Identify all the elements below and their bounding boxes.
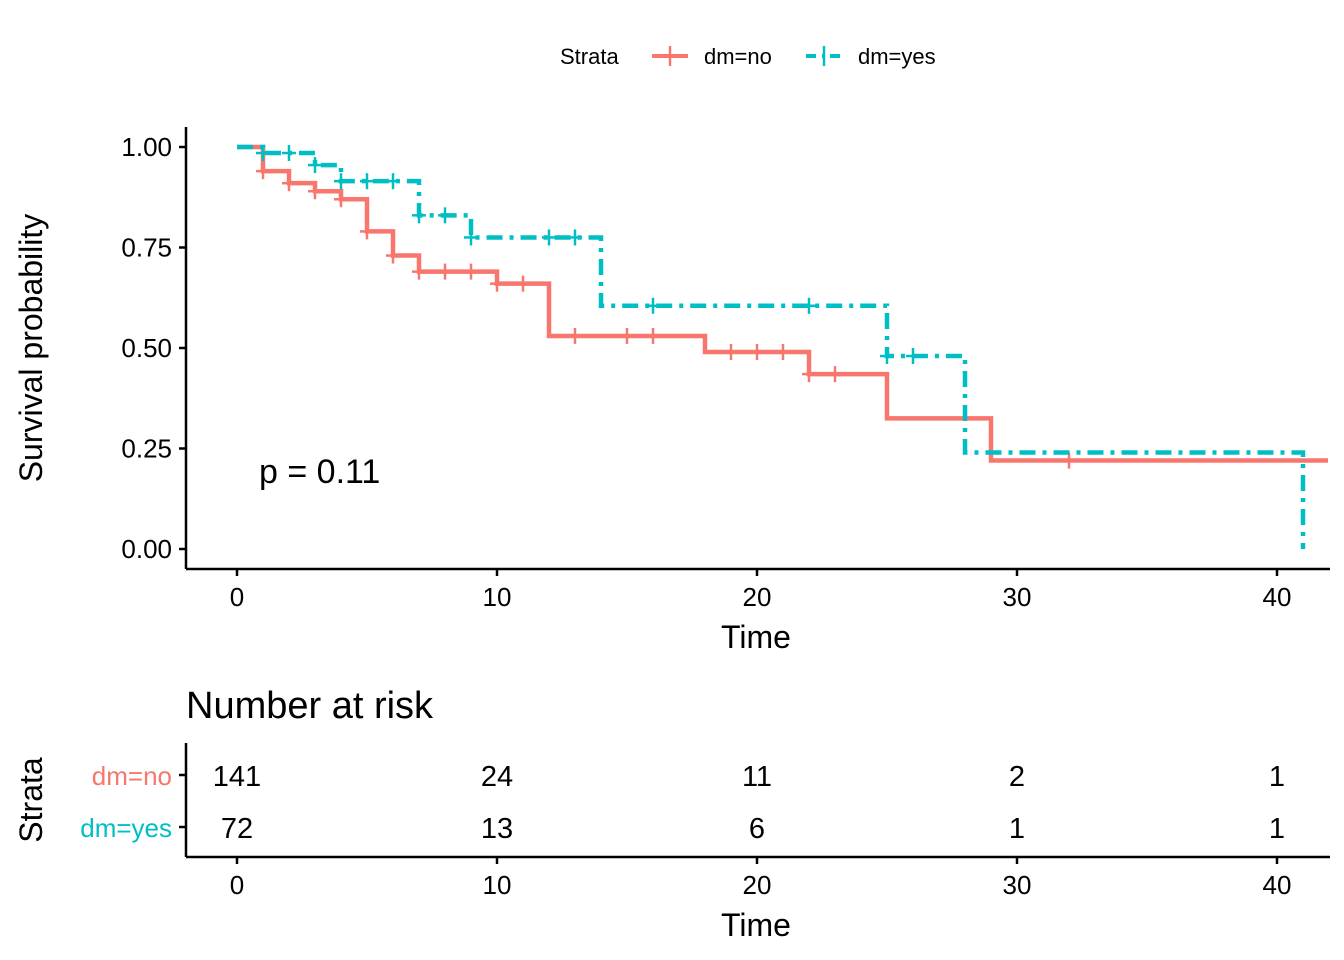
censor-mark-dm-yes bbox=[880, 348, 894, 365]
risk-table: Number at risk dm=no 141 24 11 2 1dm=yes 72 13 6… bbox=[13, 685, 1330, 943]
risk-count: 6 bbox=[749, 813, 765, 845]
risk-count: 1 bbox=[1269, 813, 1285, 845]
km-axis-ticks: 0.00 0.25 0.50 0.75 1.00 0 10 20 30 40 bbox=[121, 132, 1291, 612]
y-tick-label: 0.00 bbox=[121, 534, 172, 564]
censor-mark-dm-no bbox=[1062, 452, 1076, 469]
censor-mark-dm-yes bbox=[464, 229, 478, 246]
risk-x-tick-label: 0 bbox=[230, 870, 244, 900]
p-value-annotation: p = 0.11 bbox=[259, 453, 380, 491]
y-axis-title: Survival probability bbox=[13, 214, 49, 483]
censor-mark-dm-no bbox=[464, 263, 478, 280]
risk-count: 141 bbox=[213, 761, 261, 793]
risk-count: 1 bbox=[1269, 761, 1285, 793]
censor-mark-dm-no bbox=[412, 263, 426, 280]
censor-mark-dm-no bbox=[724, 344, 738, 361]
risk-row-label-dm-yes: dm=yes bbox=[80, 813, 172, 843]
x-tick-label: 40 bbox=[1263, 582, 1292, 612]
risk-table-cells: dm=no 141 24 11 2 1dm=yes 72 13 6 1 10 10 20 30 40 bbox=[80, 761, 1291, 900]
censor-mark-dm-yes bbox=[360, 173, 374, 190]
x-tick-label: 0 bbox=[230, 582, 244, 612]
survival-curve-dm-no bbox=[237, 144, 1328, 463]
risk-count: 72 bbox=[221, 813, 253, 845]
legend-key-dm-yes bbox=[806, 46, 842, 66]
censor-mark-dm-no bbox=[282, 175, 296, 192]
y-tick-label: 0.25 bbox=[121, 434, 172, 464]
censor-mark-dm-yes bbox=[438, 207, 452, 224]
y-tick-label: 0.50 bbox=[121, 333, 172, 363]
risk-x-tick-label: 10 bbox=[483, 870, 512, 900]
legend-label-dm-no: dm=no bbox=[704, 44, 772, 69]
censor-mark-dm-yes bbox=[646, 297, 660, 314]
legend-title: Strata bbox=[560, 44, 619, 69]
y-tick-label: 1.00 bbox=[121, 132, 172, 162]
censor-mark-dm-yes bbox=[334, 173, 348, 190]
censor-mark-dm-no bbox=[308, 183, 322, 200]
censor-mark-dm-no bbox=[750, 344, 764, 361]
y-tick-label: 0.75 bbox=[121, 233, 172, 263]
km-series-group bbox=[237, 144, 1328, 549]
censor-mark-dm-yes bbox=[802, 297, 816, 314]
risk-x-tick-label: 40 bbox=[1263, 870, 1292, 900]
censor-mark-dm-no bbox=[438, 263, 452, 280]
x-tick-label: 30 bbox=[1003, 582, 1032, 612]
censor-mark-dm-yes bbox=[282, 145, 296, 162]
risk-x-axis-title: Time bbox=[721, 907, 791, 943]
risk-count: 11 bbox=[742, 761, 772, 793]
legend-label-dm-yes: dm=yes bbox=[858, 44, 936, 69]
risk-table-title: Number at risk bbox=[186, 685, 434, 727]
censor-mark-dm-no bbox=[334, 191, 348, 208]
risk-count: 1 bbox=[1009, 813, 1025, 845]
censor-mark-dm-no bbox=[360, 223, 374, 240]
censor-mark-dm-yes bbox=[256, 145, 270, 162]
censor-mark-dm-no bbox=[828, 366, 842, 383]
risk-count: 13 bbox=[481, 813, 513, 845]
risk-row-label-dm-no: dm=no bbox=[92, 761, 172, 791]
censor-mark-dm-no bbox=[568, 327, 582, 344]
risk-x-tick-label: 20 bbox=[743, 870, 772, 900]
risk-y-axis-title: Strata bbox=[13, 757, 49, 843]
censor-mark-dm-no bbox=[776, 344, 790, 361]
censor-mark-dm-yes bbox=[568, 229, 582, 246]
legend: Strata dm=no dm=yes bbox=[560, 44, 936, 69]
censor-mark-dm-no bbox=[620, 327, 634, 344]
censor-mark-dm-no bbox=[386, 247, 400, 264]
risk-count: 24 bbox=[481, 761, 513, 793]
x-tick-label: 10 bbox=[483, 582, 512, 612]
legend-key-dm-no bbox=[652, 46, 688, 66]
censor-mark-dm-no bbox=[516, 275, 530, 292]
censor-mark-dm-no bbox=[490, 275, 504, 292]
risk-x-tick-label: 30 bbox=[1003, 870, 1032, 900]
censor-mark-dm-no bbox=[256, 163, 270, 180]
risk-count: 2 bbox=[1009, 761, 1025, 793]
censor-mark-dm-yes bbox=[906, 348, 920, 365]
censor-mark-dm-yes bbox=[386, 173, 400, 190]
censor-mark-dm-yes bbox=[412, 207, 426, 224]
censor-mark-dm-yes bbox=[542, 229, 556, 246]
censor-mark-dm-no bbox=[646, 327, 660, 344]
survival-curve-dm-yes bbox=[237, 144, 1306, 549]
censor-mark-dm-yes bbox=[308, 157, 322, 174]
censor-mark-dm-no bbox=[802, 366, 816, 383]
x-axis-title: Time bbox=[721, 619, 791, 655]
survival-plot: 0.00 0.25 0.50 0.75 1.00 0 10 20 30 40 p = 0.11 T… bbox=[13, 127, 1330, 655]
x-tick-label: 20 bbox=[743, 582, 772, 612]
